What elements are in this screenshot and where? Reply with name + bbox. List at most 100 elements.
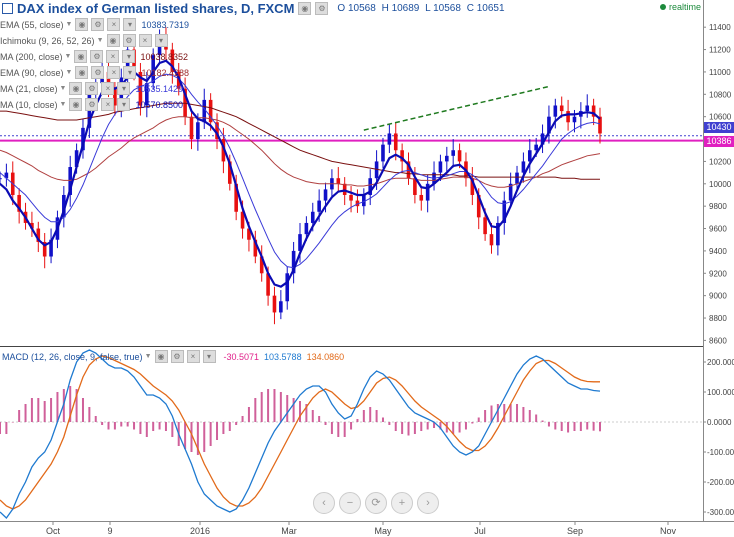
scroll-forward-icon[interactable]: › <box>417 492 439 514</box>
candle-body <box>183 88 187 117</box>
macd-signal-value: 134.0860 <box>306 351 345 362</box>
price-tick-label: 9400 <box>709 247 727 256</box>
legend-dropdown-icon[interactable]: ▼ <box>59 101 67 108</box>
more-icon[interactable]: ▾ <box>123 66 137 79</box>
candle-body <box>81 127 85 151</box>
more-icon[interactable]: ▾ <box>123 18 137 31</box>
candle-body <box>483 217 487 235</box>
legend-label[interactable]: MA (21, close) <box>0 83 58 94</box>
pane-separator[interactable] <box>0 346 703 347</box>
legend-label[interactable]: MA (10, close) <box>0 99 58 110</box>
close-icon[interactable]: × <box>138 34 152 47</box>
macd-settings-icon[interactable]: ⚙ <box>170 350 184 363</box>
macd-more-icon[interactable]: ▾ <box>202 350 216 363</box>
legend-4[interactable]: MA (21, close) ▼ ◉ ⚙ × ▾ 10535.1429 <box>0 82 183 95</box>
macd-hist-bar <box>164 422 167 431</box>
legend-label[interactable]: EMA (90, close) <box>0 67 64 78</box>
eye-icon[interactable]: ◉ <box>74 50 88 63</box>
candle-body <box>125 49 130 78</box>
macd-hist-bar <box>196 422 199 455</box>
zoom-out-icon[interactable]: − <box>339 492 361 514</box>
more-icon[interactable]: ▾ <box>117 82 131 95</box>
legend-3[interactable]: EMA (90, close) ▼ ◉ ⚙ × ▾ 10182.4288 <box>0 66 189 79</box>
settings-icon[interactable]: ⚙ <box>85 82 99 95</box>
legend-dropdown-icon[interactable]: ▼ <box>65 69 73 76</box>
macd-hist-bar <box>452 422 455 434</box>
settings-icon[interactable]: ⚙ <box>315 1 329 15</box>
macd-hist-bar <box>184 422 187 449</box>
close-icon[interactable]: × <box>107 18 121 31</box>
price-tick-label: 11400 <box>709 23 731 32</box>
legend-label[interactable]: MA (200, close) <box>0 51 63 62</box>
macd-hist-bar <box>88 407 91 422</box>
close-icon[interactable]: × <box>106 50 120 63</box>
symbol-title[interactable]: DAX index of German listed shares, D, FX… <box>17 0 295 16</box>
candle-body <box>49 239 53 257</box>
legend-0[interactable]: EMA (55, close) ▼ ◉ ⚙ × ▾ 10383.7319 <box>0 18 189 31</box>
macd-hist-bar <box>126 422 129 427</box>
legend-2[interactable]: MA (200, close) ▼ ◉ ⚙ × ▾ 10038.8352 <box>0 50 188 63</box>
legend-5[interactable]: MA (10, close) ▼ ◉ ⚙ × ▾ 10570.8500 <box>0 98 183 111</box>
legend-1[interactable]: Ichimoku (9, 26, 52, 26) ▼ ◉ ⚙ × ▾ <box>0 34 168 47</box>
candle-body <box>496 222 500 246</box>
macd-hist-bar <box>222 422 225 434</box>
macd-hist-bar <box>337 422 340 437</box>
candle-body <box>4 172 9 179</box>
candle-body <box>572 116 577 123</box>
macd-eye-icon[interactable]: ◉ <box>154 350 168 363</box>
macd-hist-bar <box>241 416 244 422</box>
macd-hist-bar <box>324 422 327 425</box>
eye-icon[interactable]: ◉ <box>75 66 89 79</box>
settings-icon[interactable]: ⚙ <box>85 98 99 111</box>
close-icon[interactable]: × <box>101 82 115 95</box>
realtime-indicator: realtime <box>660 2 701 12</box>
legend-label[interactable]: Ichimoku (9, 26, 52, 26) <box>0 35 95 46</box>
macd-label[interactable]: MACD (12, 26, close, 9, false, true) <box>2 351 143 362</box>
candle-body <box>247 228 251 240</box>
macd-close-icon[interactable]: × <box>186 350 200 363</box>
candle-body <box>208 99 213 123</box>
close-icon[interactable]: × <box>107 66 121 79</box>
zoom-in-icon[interactable]: + <box>391 492 413 514</box>
macd-hist-bar <box>503 404 506 422</box>
more-icon[interactable]: ▾ <box>117 98 131 111</box>
macd-hist-bar <box>247 407 250 422</box>
legend-value: 10570.8500 <box>135 99 184 110</box>
symbol-box-icon[interactable] <box>2 2 13 14</box>
legend-dropdown-icon[interactable]: ▼ <box>64 53 72 60</box>
macd-hist-bar <box>260 392 263 422</box>
legend-label[interactable]: EMA (55, close) <box>0 19 64 30</box>
realtime-dot-icon <box>660 4 666 10</box>
candle-body <box>362 194 366 207</box>
eye-icon[interactable]: ◉ <box>298 1 312 15</box>
eye-icon[interactable]: ◉ <box>75 18 89 31</box>
macd-dropdown-icon[interactable]: ▼ <box>144 353 152 360</box>
reset-icon[interactable]: ⟳ <box>365 492 387 514</box>
eye-icon[interactable]: ◉ <box>106 34 120 47</box>
macd-hist-bar <box>113 422 116 430</box>
macd-hist-bar <box>592 422 595 431</box>
price-tick-label: 9200 <box>709 269 727 278</box>
macd-hist-bar <box>330 422 333 434</box>
close-icon[interactable]: × <box>101 98 115 111</box>
macd-tick-label: -200.0000 <box>707 478 734 487</box>
eye-icon[interactable]: ◉ <box>69 98 83 111</box>
settings-icon[interactable]: ⚙ <box>91 66 105 79</box>
more-icon[interactable]: ▾ <box>154 34 168 47</box>
legend-dropdown-icon[interactable]: ▼ <box>65 21 73 28</box>
legend-dropdown-icon[interactable]: ▼ <box>96 37 104 44</box>
legend-dropdown-icon[interactable]: ▼ <box>59 85 67 92</box>
scroll-back-icon[interactable]: ‹ <box>313 492 335 514</box>
settings-icon[interactable]: ⚙ <box>122 34 136 47</box>
macd-hist-bar <box>292 398 295 422</box>
settings-icon[interactable]: ⚙ <box>90 50 104 63</box>
candle-body <box>279 301 283 313</box>
price-tick-label: 9800 <box>709 202 727 211</box>
settings-icon[interactable]: ⚙ <box>91 18 105 31</box>
macd-hist-bar <box>94 416 97 422</box>
ohlc-values: O 10568 H 10689 L 10568 C 10651 <box>337 3 507 14</box>
candle-body <box>374 161 379 179</box>
more-icon[interactable]: ▾ <box>122 50 136 63</box>
candle-body <box>304 222 309 235</box>
eye-icon[interactable]: ◉ <box>69 82 83 95</box>
